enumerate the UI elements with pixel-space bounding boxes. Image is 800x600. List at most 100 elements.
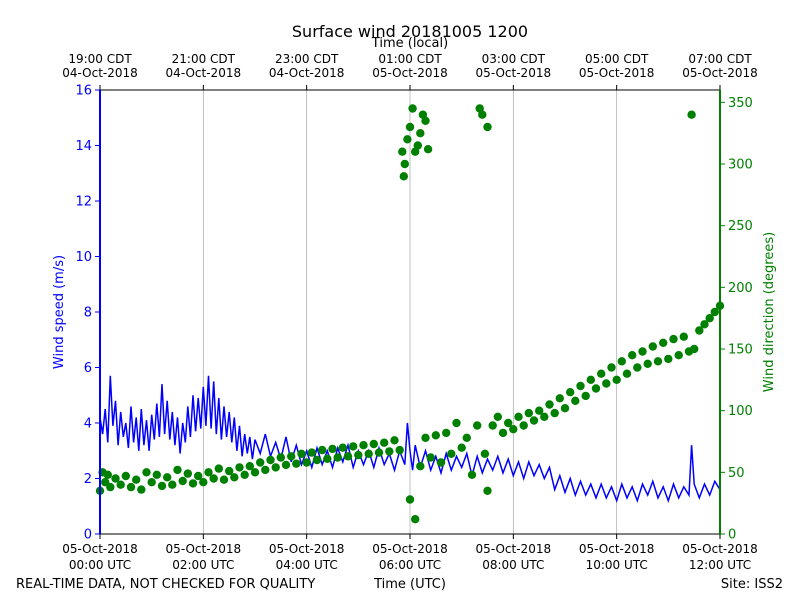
wind-direction-point — [399, 172, 408, 181]
wind-direction-point — [421, 116, 430, 126]
wind-direction-point — [436, 458, 446, 467]
wind-direction-point — [240, 470, 249, 479]
top-axis-label: Time (local) — [371, 36, 448, 51]
wind-direction-point — [509, 425, 518, 434]
wind-direction-point — [142, 468, 151, 477]
wind-direction-point — [225, 466, 234, 476]
wind-direction-point — [669, 334, 678, 344]
wind-direction-point — [607, 363, 616, 372]
wind-direction-point — [524, 408, 533, 418]
wind-direction-point — [622, 369, 632, 378]
wind-direction-point — [405, 122, 415, 132]
top-tick-date: 05-Oct-2018 — [579, 66, 655, 80]
wind-direction-point — [287, 452, 296, 461]
wind-direction-point — [292, 459, 301, 468]
wind-direction-point — [550, 408, 559, 418]
wind-direction-point — [178, 476, 187, 486]
wind-direction-point — [653, 357, 663, 366]
wind-direction-point — [700, 320, 709, 329]
wind-direction-point — [447, 449, 456, 458]
left-axis-label: Wind speed (m/s) — [52, 255, 67, 369]
wind-direction-point — [648, 342, 657, 351]
bottom-tick-time: 06:00 UTC — [379, 558, 441, 572]
wind-direction-point — [261, 465, 270, 475]
wind-direction-point — [416, 129, 425, 138]
top-tick-time: 01:00 CDT — [378, 52, 442, 66]
wind-direction-point — [643, 359, 652, 368]
wind-direction-point — [173, 465, 182, 475]
top-tick-time: 19:00 CDT — [68, 52, 132, 66]
top-tick-date: 04-Oct-2018 — [62, 66, 138, 80]
wind-direction-point — [318, 445, 327, 455]
right-tick-label: 250 — [728, 219, 753, 234]
wind-direction-point — [421, 433, 430, 442]
wind-direction-point — [400, 159, 409, 169]
wind-direction-point — [349, 442, 358, 451]
wind-direction-point — [473, 421, 482, 430]
left-tick-label: 14 — [75, 139, 92, 154]
right-tick-label: 0 — [728, 528, 736, 543]
gridlines — [202, 90, 618, 534]
wind-direction-point — [617, 357, 626, 366]
wind-direction-point — [137, 485, 146, 494]
wind-direction-point — [235, 463, 244, 472]
wind-direction-point — [395, 445, 404, 455]
wind-direction-point — [545, 400, 554, 409]
left-tick-label: 12 — [75, 195, 92, 210]
bottom-tick-date: 05-Oct-2018 — [579, 542, 655, 556]
wind-direction-point — [710, 307, 719, 317]
wind-direction-point — [411, 515, 420, 524]
top-tick-date: 05-Oct-2018 — [476, 66, 552, 80]
wind-direction-point — [333, 453, 342, 462]
wind-direction-point — [364, 449, 373, 458]
wind-direction-point — [188, 479, 198, 488]
bottom-tick-date: 05-Oct-2018 — [372, 542, 448, 556]
bottom-axis-ticks: 05-Oct-2018 00:00 UTC 05-Oct-2018 02:00 UTC… — [62, 534, 758, 572]
bottom-tick-date: 05-Oct-2018 — [166, 542, 242, 556]
wind-direction-point — [338, 443, 347, 452]
wind-direction-series — [95, 104, 725, 524]
wind-direction-point — [529, 416, 539, 425]
wind-direction-point — [219, 475, 229, 484]
wind-direction-point — [343, 452, 353, 461]
wind-direction-point — [230, 473, 239, 482]
bottom-tick-date: 05-Oct-2018 — [682, 542, 758, 556]
wind-direction-point — [281, 460, 291, 470]
bottom-tick-time: 10:00 UTC — [586, 558, 648, 572]
wind-direction-point — [586, 375, 595, 384]
wind-direction-point — [209, 474, 218, 483]
top-tick-time: 07:00 CDT — [688, 52, 752, 66]
wind-direction-point — [576, 381, 585, 391]
wind-direction-point — [403, 135, 412, 144]
wind-direction-point — [597, 369, 606, 378]
top-tick-date: 05-Oct-2018 — [372, 66, 448, 80]
wind-direction-point — [111, 474, 120, 483]
wind-direction-point — [405, 495, 415, 504]
bottom-tick-time: 02:00 UTC — [172, 558, 234, 572]
wind-direction-point — [194, 471, 203, 481]
bottom-tick-time: 04:00 UTC — [276, 558, 338, 572]
wind-direction-point — [488, 421, 497, 430]
wind-direction-point — [571, 396, 580, 405]
right-tick-label: 300 — [728, 158, 753, 173]
wind-direction-point — [602, 379, 611, 388]
bottom-tick-date: 05-Oct-2018 — [476, 542, 552, 556]
bottom-tick-date: 05-Oct-2018 — [269, 542, 345, 556]
wind-direction-point — [467, 470, 477, 479]
wind-direction-point — [374, 448, 384, 457]
left-tick-label: 4 — [84, 417, 92, 432]
wind-direction-point — [457, 443, 466, 452]
wind-direction-point — [354, 450, 363, 460]
wind-direction-point — [359, 441, 368, 450]
wind-direction-point — [126, 482, 136, 492]
wind-direction-point — [687, 110, 696, 119]
wind-direction-point — [478, 110, 487, 119]
left-tick-label: 10 — [75, 250, 92, 265]
bottom-tick-date: 05-Oct-2018 — [62, 542, 138, 556]
wind-direction-point — [480, 449, 490, 458]
wind-direction-point — [504, 418, 513, 428]
wind-direction-point — [323, 454, 332, 463]
wind-direction-point — [103, 470, 113, 479]
